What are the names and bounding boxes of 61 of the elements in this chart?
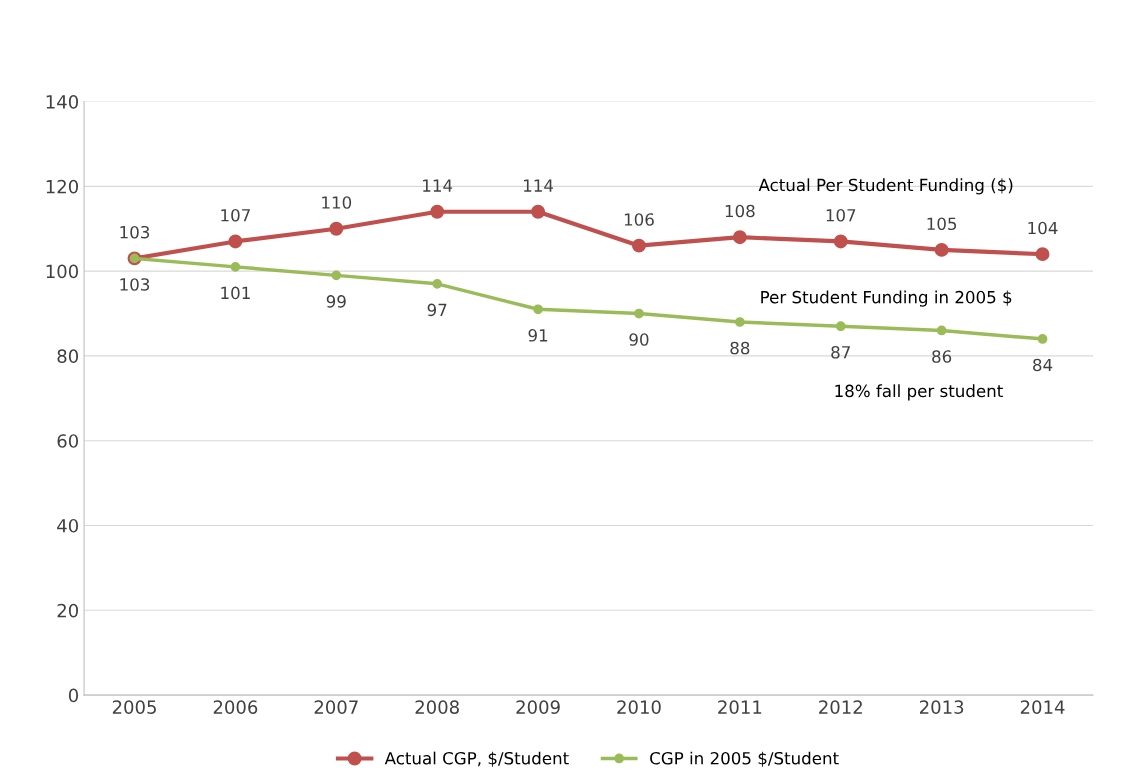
data-label: 86 — [932, 350, 952, 363]
point — [833, 234, 848, 249]
y-tick-label: 120 — [46, 179, 79, 194]
data-label: 103 — [120, 278, 150, 291]
x-tick-label: 2008 — [415, 700, 459, 714]
point — [732, 230, 747, 245]
x-tick-label: 2009 — [516, 700, 560, 714]
point — [331, 270, 342, 281]
data-label: 107 — [826, 208, 856, 222]
y-tick-label: 20 — [57, 603, 79, 618]
data-label: 99 — [326, 295, 346, 308]
point — [734, 317, 745, 327]
point — [936, 325, 947, 336]
data-label: 107 — [221, 208, 250, 222]
x-tick-label: 2013 — [919, 700, 964, 714]
x-tick-label: 2005 — [112, 700, 156, 714]
data-label: 114 — [524, 179, 554, 192]
x-tick-label: 2012 — [819, 700, 862, 714]
point — [634, 308, 644, 319]
y-tick-label: 80 — [57, 349, 79, 364]
point — [835, 321, 846, 332]
legend-label: CGP in 2005 $/Student — [650, 751, 839, 767]
point — [533, 304, 543, 315]
point — [228, 234, 243, 249]
x-tick-label: 2006 — [213, 700, 258, 714]
annotation: 18% fall per student — [835, 384, 1003, 401]
point — [1037, 334, 1048, 344]
y-tick-label: 60 — [57, 434, 79, 448]
data-label: 87 — [831, 345, 850, 359]
data-label: 88 — [730, 341, 750, 355]
y-tick-label: 100 — [46, 264, 79, 279]
data-label: 114 — [423, 179, 453, 192]
legend-label: Actual CGP, $/Student — [384, 751, 569, 767]
data-label: 108 — [725, 204, 755, 218]
data-label: 101 — [221, 286, 250, 300]
data-label: 84 — [1033, 358, 1053, 372]
data-label: 104 — [1028, 221, 1058, 235]
point — [531, 204, 546, 219]
data-label: 103 — [120, 225, 150, 239]
point — [230, 262, 241, 272]
y-tick-label: 0 — [68, 688, 79, 703]
annotation: Per Student Funding in 2005 $ — [761, 290, 1012, 307]
annotation: Actual Per Student Funding ($) — [758, 178, 1013, 195]
y-tick-label: 140 — [46, 94, 79, 109]
data-label: 110 — [322, 196, 352, 209]
x-tick-label: 2011 — [718, 700, 762, 714]
data-label: 106 — [624, 213, 654, 226]
point — [432, 278, 443, 289]
y-tick-label: 40 — [57, 518, 79, 533]
data-label: 91 — [528, 329, 548, 342]
data-label: 97 — [427, 303, 447, 317]
x-tick-label: 2007 — [314, 700, 358, 714]
point — [1035, 247, 1050, 262]
point — [934, 242, 949, 257]
data-label: 90 — [629, 333, 649, 346]
point — [430, 204, 445, 219]
x-tick-label: 2014 — [1020, 700, 1065, 714]
point — [329, 221, 344, 236]
point — [632, 238, 646, 253]
data-label: 105 — [927, 217, 957, 231]
x-tick-label: 2010 — [617, 700, 661, 714]
